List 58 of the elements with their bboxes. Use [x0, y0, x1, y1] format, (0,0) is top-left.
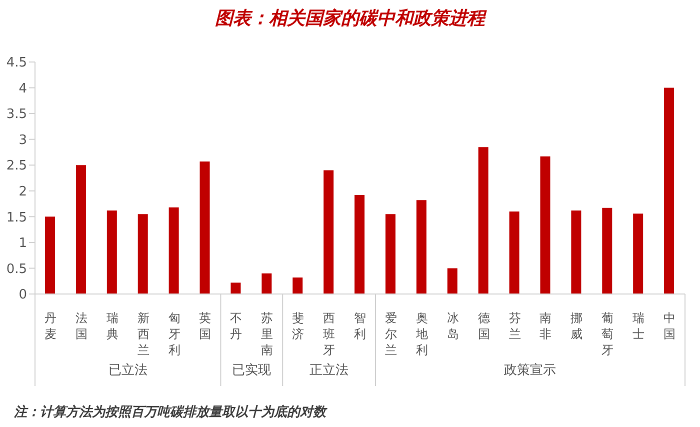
bar	[571, 210, 582, 294]
bar	[45, 216, 55, 294]
bar	[385, 214, 396, 294]
text: 正立法	[310, 362, 349, 378]
x-tick-label: 德国	[478, 311, 490, 341]
x-tick-label: 法国	[75, 311, 88, 341]
x-tick-label: 挪威	[570, 311, 583, 341]
x-tick-label: 英国	[199, 311, 212, 341]
x-tick-label: 苏里南	[261, 311, 274, 357]
y-tick-label: 1.5	[6, 210, 27, 226]
bar	[76, 165, 86, 294]
y-tick-label: 4.5	[6, 56, 27, 71]
bar	[416, 200, 426, 294]
y-tick-label: 3.5	[6, 107, 27, 122]
x-tick-label: 匈牙利	[168, 311, 180, 357]
y-tick-label: 0	[18, 288, 27, 303]
y-tick-label: 3	[18, 132, 27, 148]
chart-title: 图表：相关国家的碳中和政策进程	[214, 7, 488, 30]
x-tick-label: 中国	[664, 311, 676, 341]
x-tick-label: 新西兰	[137, 311, 150, 357]
bar	[168, 207, 179, 294]
x-tick-label: 智利	[354, 311, 366, 341]
x-tick-label: 芬兰	[508, 311, 521, 341]
y-tick-label: 0.5	[6, 262, 27, 277]
text: 已立法	[108, 362, 148, 378]
bar	[664, 88, 674, 294]
x-tick-label: 南非	[540, 311, 552, 341]
x-tick-label: 爱尔兰	[384, 311, 397, 357]
bar	[633, 214, 644, 294]
bar	[478, 147, 488, 294]
bar	[602, 208, 612, 294]
bar	[354, 195, 365, 294]
text: 注：计算方法为按照百万吨碳排放量取以十为底的对数	[14, 404, 326, 421]
x-tick-label: 斐济	[292, 311, 304, 341]
x-tick-label: 瑞典	[106, 311, 118, 341]
bar	[509, 212, 520, 294]
x-tick-label: 葡萄牙	[602, 311, 614, 357]
y-tick-label: 4	[18, 81, 27, 96]
x-tick-label: 瑞士	[632, 311, 645, 341]
x-tick-label: 不丹	[230, 311, 242, 341]
y-tick-label: 2.5	[6, 158, 27, 174]
bar	[138, 214, 148, 294]
bar	[447, 268, 458, 294]
bar	[324, 170, 334, 294]
x-tick-label: 西班牙	[323, 311, 336, 357]
text: 已实现	[232, 363, 272, 378]
bar	[540, 156, 550, 294]
y-tick-label: 2	[18, 184, 27, 200]
bar	[262, 273, 272, 294]
bar	[230, 282, 241, 294]
bar	[106, 210, 117, 294]
x-tick-label: 丹麦	[44, 311, 56, 341]
bar	[292, 278, 303, 294]
y-tick-label: 1	[18, 236, 27, 252]
x-tick-label: 冰岛	[446, 311, 459, 341]
bar	[200, 162, 210, 294]
x-tick-label: 奥地利	[414, 311, 428, 357]
text: 政策宣示	[504, 362, 556, 378]
